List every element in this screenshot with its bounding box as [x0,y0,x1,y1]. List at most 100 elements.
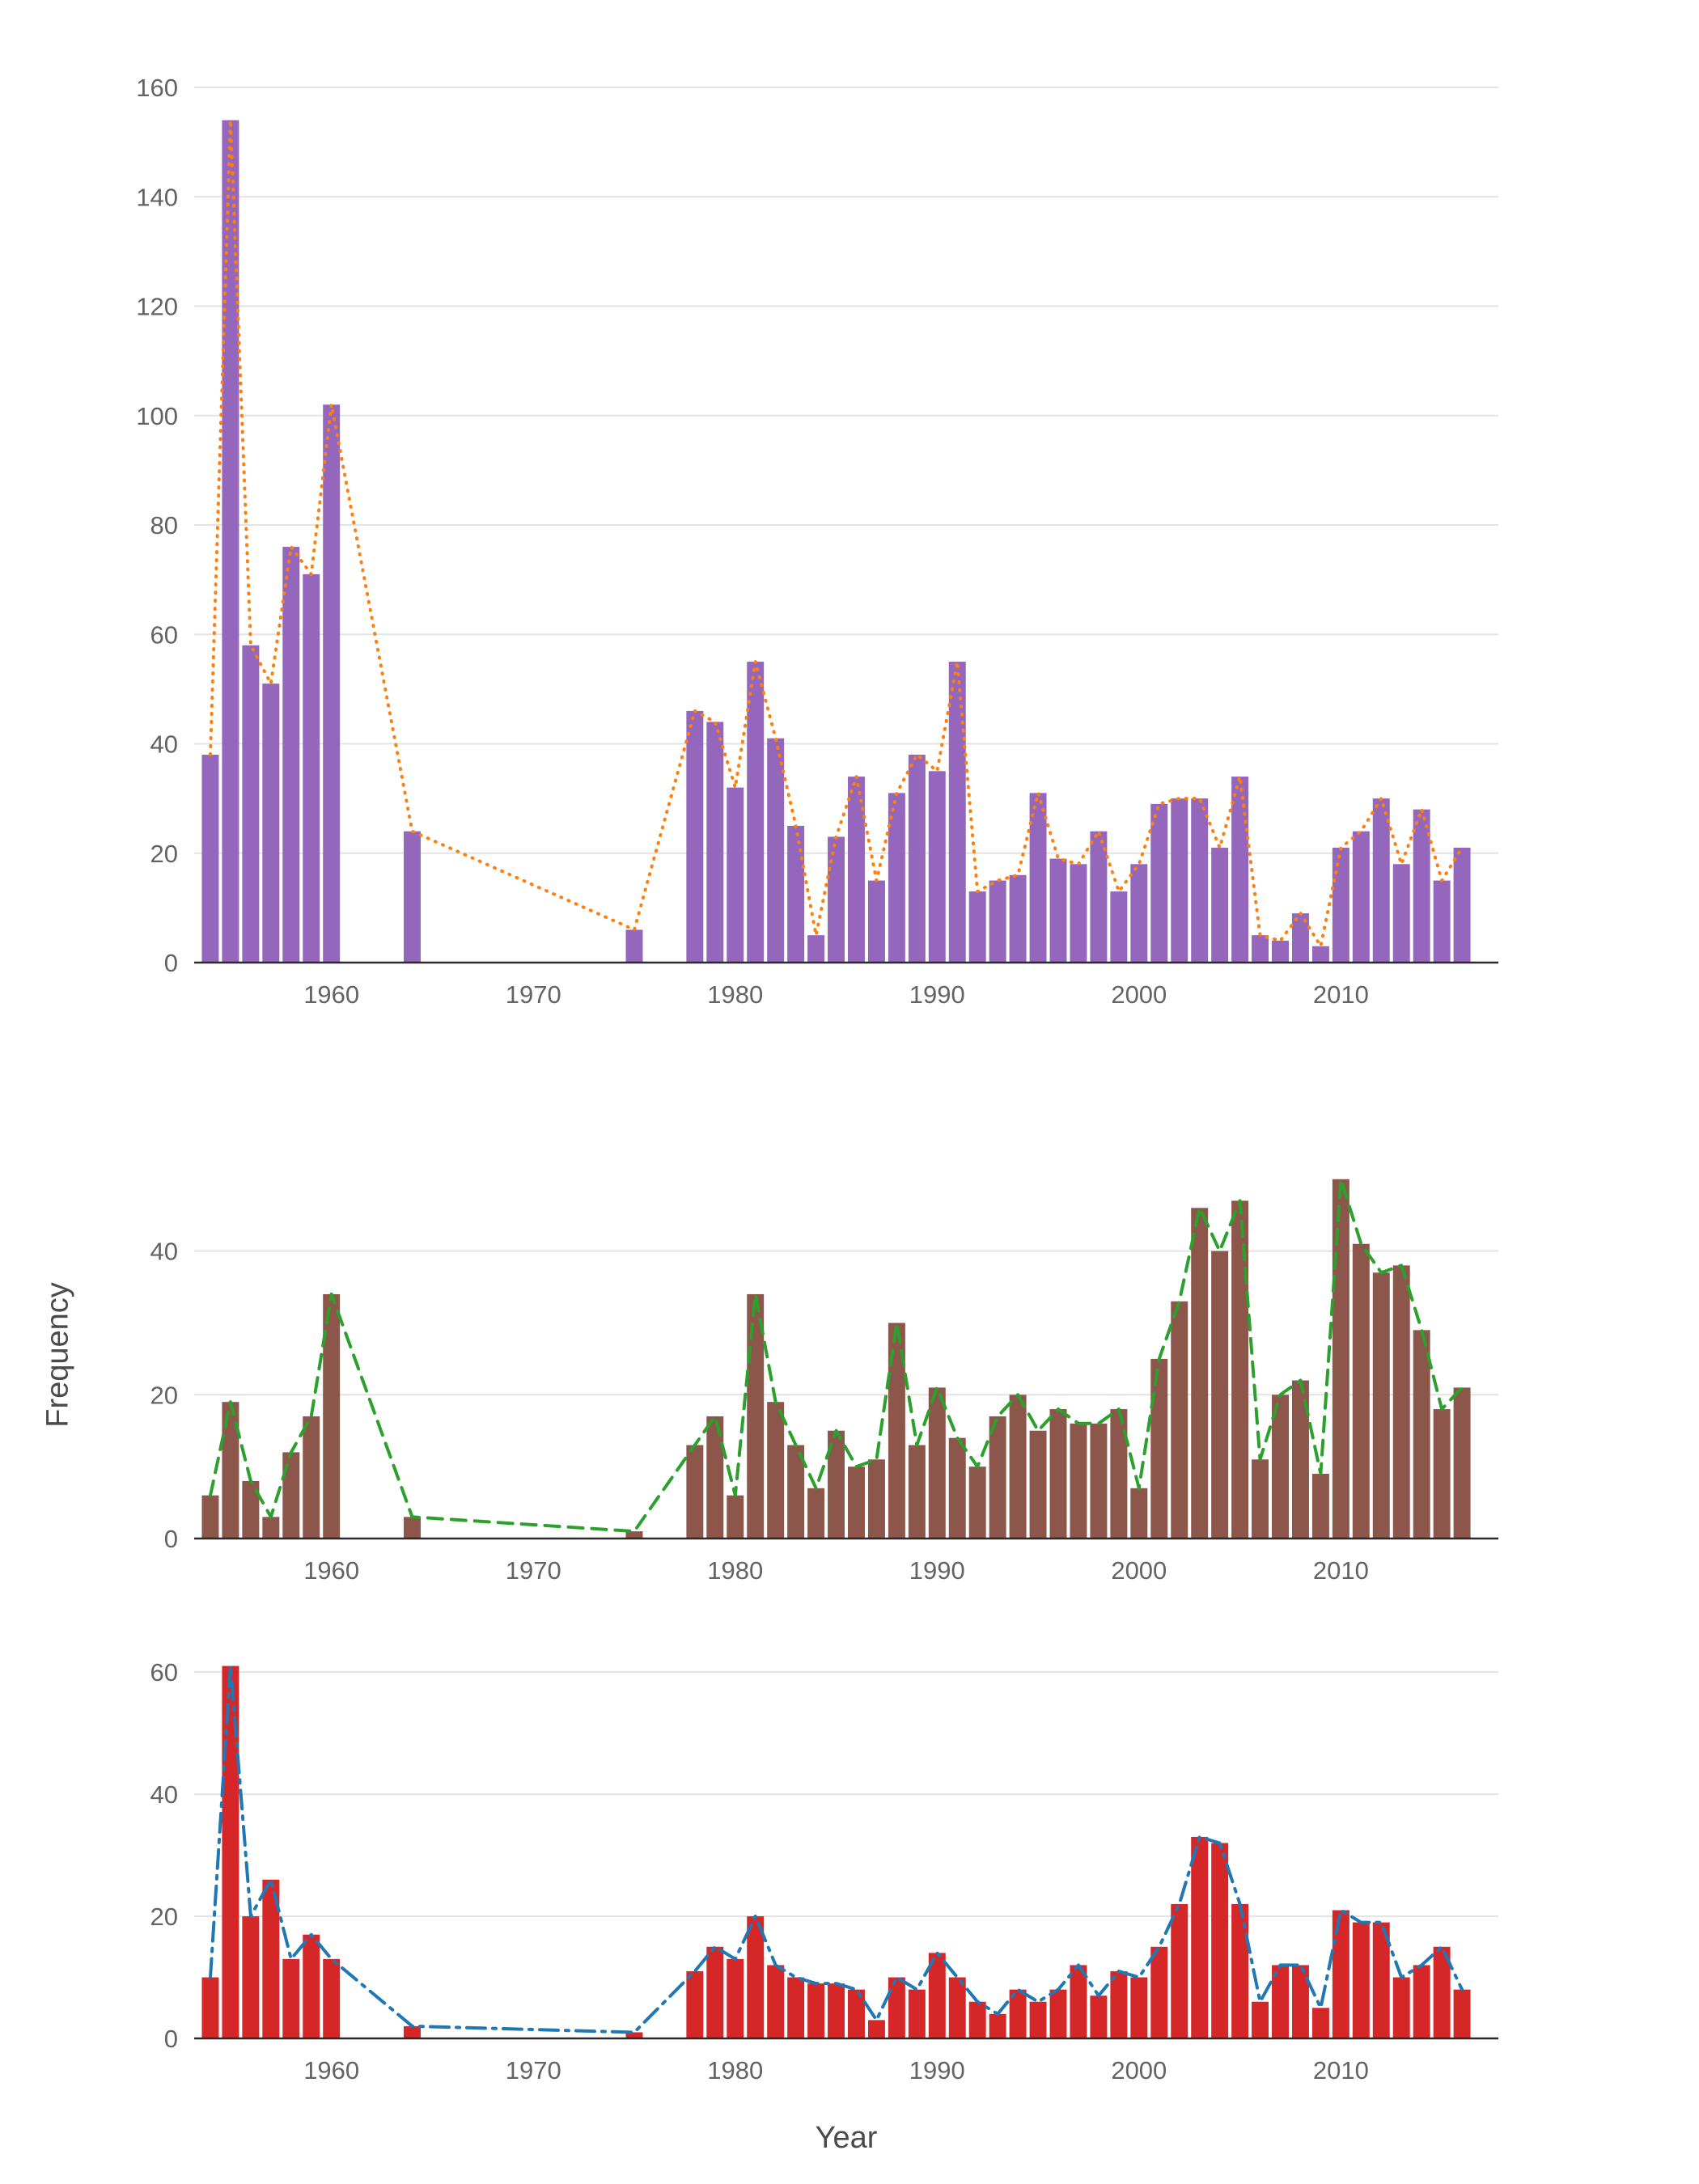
bar [262,1879,280,2038]
bar [282,547,300,963]
bar [1211,1843,1229,2038]
bar [867,1459,885,1539]
bar [1231,1200,1249,1539]
bar [1392,1265,1410,1539]
bar [1049,858,1067,963]
bar [201,1495,219,1539]
x-tick-label: 1980 [707,980,763,1009]
y-tick-label: 20 [150,1903,178,1931]
y-tick-label: 100 [136,402,178,430]
x-tick-label: 2010 [1313,980,1369,1009]
bar [1009,874,1027,963]
x-tick-label: 1960 [303,980,359,1009]
bar [1352,1922,1370,2038]
x-axis-title: Year [815,2121,878,2155]
bar [1252,1459,1269,1539]
bar [222,1402,239,1539]
bar [828,836,845,963]
bar [1252,2001,1269,2038]
bar [787,1445,805,1539]
bar [323,404,341,963]
y-tick-label: 120 [136,293,178,321]
y-axis-title: Frequency [40,1282,75,1428]
bar [1272,940,1289,963]
bar [706,722,724,963]
bar [1291,1965,1309,2038]
bar [706,1416,724,1539]
x-tick-label: 1970 [506,2056,561,2085]
bar [1150,1358,1168,1539]
bar [1090,1423,1108,1539]
bar [867,880,885,963]
bar [1211,1251,1229,1539]
bar [727,1495,744,1539]
bar [1090,1996,1108,2038]
bar [888,793,905,963]
y-tick-label: 0 [164,2025,178,2053]
bar [1332,1179,1349,1539]
bar [1372,798,1390,963]
y-tick-label: 80 [150,511,178,540]
trend-line [209,1664,1464,2034]
x-tick-label: 1970 [506,980,561,1009]
x-tick-label: 1970 [506,1556,561,1585]
bar [282,1958,300,2038]
bar [1029,793,1047,963]
bar [1231,1903,1249,2038]
bar [1110,891,1128,963]
bar [1191,1836,1209,2038]
bar [1130,864,1148,963]
bar [908,1989,926,2038]
bar [706,1946,724,2038]
bar [888,1977,905,2038]
bar [1453,847,1471,963]
bar [222,1666,239,2038]
bar [888,1323,905,1539]
bar [1433,880,1451,963]
bar [727,1958,744,2038]
bar [1171,798,1188,963]
bar [928,771,946,963]
bar [828,1430,845,1539]
x-tick-label: 1960 [303,2056,359,2085]
bar [1311,946,1329,963]
bar [1311,2008,1329,2038]
bar [303,574,320,963]
y-tick-label: 60 [150,620,178,649]
y-tick-label: 0 [164,1525,178,1553]
bar [1372,1272,1390,1539]
bar [1130,1977,1148,2038]
bar [1352,1243,1370,1539]
bar [1191,1208,1209,1539]
x-tick-label: 1990 [909,1556,965,1585]
trend-line [209,118,1464,948]
bar [404,1517,421,1539]
bar [1252,935,1269,963]
bar [1413,1965,1430,2038]
bar [1009,1395,1027,1539]
bar [1070,1965,1087,2038]
bar [323,1958,341,2038]
y-tick-label: 60 [150,1658,178,1687]
x-tick-label: 2000 [1111,980,1167,1009]
bar [201,755,219,963]
bar [1211,847,1229,963]
bar [625,2032,643,2038]
bar [222,120,239,963]
bar [1150,1946,1168,2038]
bar [847,1467,865,1539]
x-tick-label: 2010 [1313,1556,1369,1585]
bar [908,755,926,963]
bar [968,1467,986,1539]
x-tick-label: 1960 [303,1556,359,1585]
bar [242,645,260,963]
bar [1191,798,1209,963]
y-tick-label: 140 [136,183,178,211]
bar [1392,864,1410,963]
bar [1352,831,1370,963]
bar [625,929,643,963]
bar [1433,1409,1451,1539]
bar [747,1293,765,1539]
